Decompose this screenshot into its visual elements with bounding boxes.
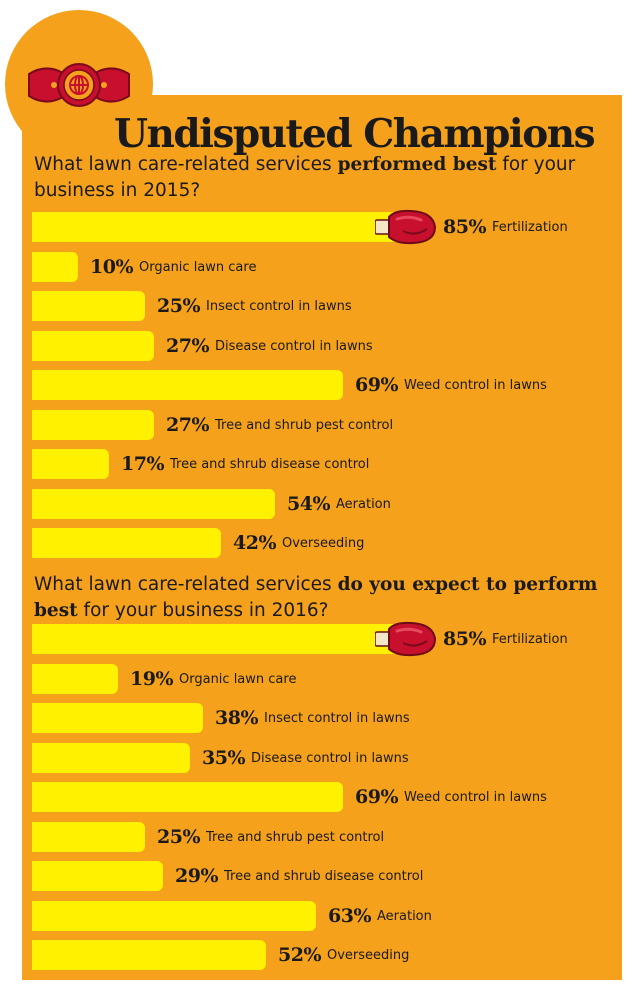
- bar-category-label: Organic lawn care: [179, 671, 297, 687]
- bar-label: 85% Fertilization: [443, 624, 568, 654]
- bar: [32, 449, 109, 479]
- bar-label: 29% Tree and shrub disease control: [175, 861, 423, 891]
- bar-value-label: 17%: [121, 453, 165, 475]
- bar-category-label: Weed control in lawns: [404, 377, 547, 393]
- bar-label: 42% Overseeding: [233, 528, 364, 558]
- bar-category-label: Aeration: [336, 496, 391, 512]
- bar-value-label: 35%: [202, 747, 246, 769]
- bar-category-label: Tree and shrub pest control: [206, 829, 385, 845]
- championship-belt-icon: [28, 63, 130, 107]
- bar-category-label: Insect control in lawns: [206, 298, 352, 314]
- bar-category-label: Tree and shrub pest control: [215, 417, 394, 433]
- bar: [32, 901, 316, 931]
- question-2015: What lawn care-related services performe…: [34, 152, 624, 204]
- bar-category-label: Organic lawn care: [139, 259, 257, 275]
- bar-value-label: 27%: [166, 335, 210, 357]
- question-2016-bold: do you expect to perform best: [34, 574, 598, 621]
- bar-category-label: Insect control in lawns: [264, 710, 410, 726]
- bar-category-label: Disease control in lawns: [215, 338, 373, 354]
- bar: [32, 624, 415, 654]
- bar-value-label: 27%: [166, 414, 210, 436]
- question-2016: What lawn care-related services do you e…: [34, 572, 624, 624]
- bar: [32, 370, 343, 400]
- bar-category-label: Disease control in lawns: [251, 750, 409, 766]
- bar-value-label: 29%: [175, 865, 219, 887]
- bar: [32, 743, 190, 773]
- bar: [32, 331, 154, 361]
- bar: [32, 291, 145, 321]
- bar-category-label: Tree and shrub disease control: [224, 868, 424, 884]
- bar-value-label: 38%: [215, 707, 259, 729]
- question-2015-pre: What lawn care-related services: [34, 154, 338, 175]
- bar-label: 85% Fertilization: [443, 212, 568, 242]
- bar-category-label: Overseeding: [327, 947, 410, 963]
- bar-value-label: 10%: [90, 256, 134, 278]
- bar-label: 52% Overseeding: [278, 940, 409, 970]
- question-2016-post: for your business in 2016?: [77, 600, 329, 621]
- bar-value-label: 85%: [443, 216, 487, 238]
- bar: [32, 212, 415, 242]
- bar-label: 27% Tree and shrub pest control: [166, 410, 393, 440]
- bar-value-label: 69%: [355, 786, 399, 808]
- bar-label: 27% Disease control in lawns: [166, 331, 373, 361]
- bar: [32, 252, 78, 282]
- bar-value-label: 42%: [233, 532, 277, 554]
- bar: [32, 861, 163, 891]
- bar: [32, 489, 275, 519]
- bar-value-label: 85%: [443, 628, 487, 650]
- bar-value-label: 63%: [328, 905, 372, 927]
- bar-category-label: Overseeding: [282, 535, 365, 551]
- bar: [32, 664, 118, 694]
- bar-label: 35% Disease control in lawns: [202, 743, 409, 773]
- question-2015-bold: performed best: [337, 154, 497, 175]
- boxing-glove-icon: [375, 209, 437, 245]
- bar-label: 19% Organic lawn care: [130, 664, 296, 694]
- infographic-title: Undisputed Champions: [114, 111, 596, 157]
- bar: [32, 782, 343, 812]
- bar-label: 25% Tree and shrub pest control: [157, 822, 384, 852]
- bar-category-label: Weed control in lawns: [404, 789, 547, 805]
- bar: [32, 528, 221, 558]
- question-2016-pre: What lawn care-related services: [34, 574, 338, 595]
- bar-label: 69% Weed control in lawns: [355, 370, 547, 400]
- bar: [32, 410, 154, 440]
- bar-value-label: 54%: [287, 493, 331, 515]
- bar-label: 25% Insect control in lawns: [157, 291, 352, 321]
- bar-value-label: 69%: [355, 374, 399, 396]
- bar-value-label: 25%: [157, 826, 201, 848]
- bar-label: 10% Organic lawn care: [90, 252, 256, 282]
- bar: [32, 940, 266, 970]
- bar-category-label: Tree and shrub disease control: [170, 456, 370, 472]
- bar-value-label: 25%: [157, 295, 201, 317]
- question-2015-post: for your business in 2015?: [34, 154, 576, 201]
- bar-category-label: Fertilization: [492, 631, 568, 647]
- bar-category-label: Aeration: [377, 908, 432, 924]
- bar: [32, 822, 145, 852]
- bar-label: 17% Tree and shrub disease control: [121, 449, 369, 479]
- bar-category-label: Fertilization: [492, 219, 568, 235]
- bar-label: 54% Aeration: [287, 489, 391, 519]
- bar-label: 69% Weed control in lawns: [355, 782, 547, 812]
- bar-label: 63% Aeration: [328, 901, 432, 931]
- bar-label: 38% Insect control in lawns: [215, 703, 410, 733]
- bar: [32, 703, 203, 733]
- boxing-glove-icon: [375, 621, 437, 657]
- champion-badge: [5, 10, 153, 158]
- bar-value-label: 19%: [130, 668, 174, 690]
- bar-value-label: 52%: [278, 944, 322, 966]
